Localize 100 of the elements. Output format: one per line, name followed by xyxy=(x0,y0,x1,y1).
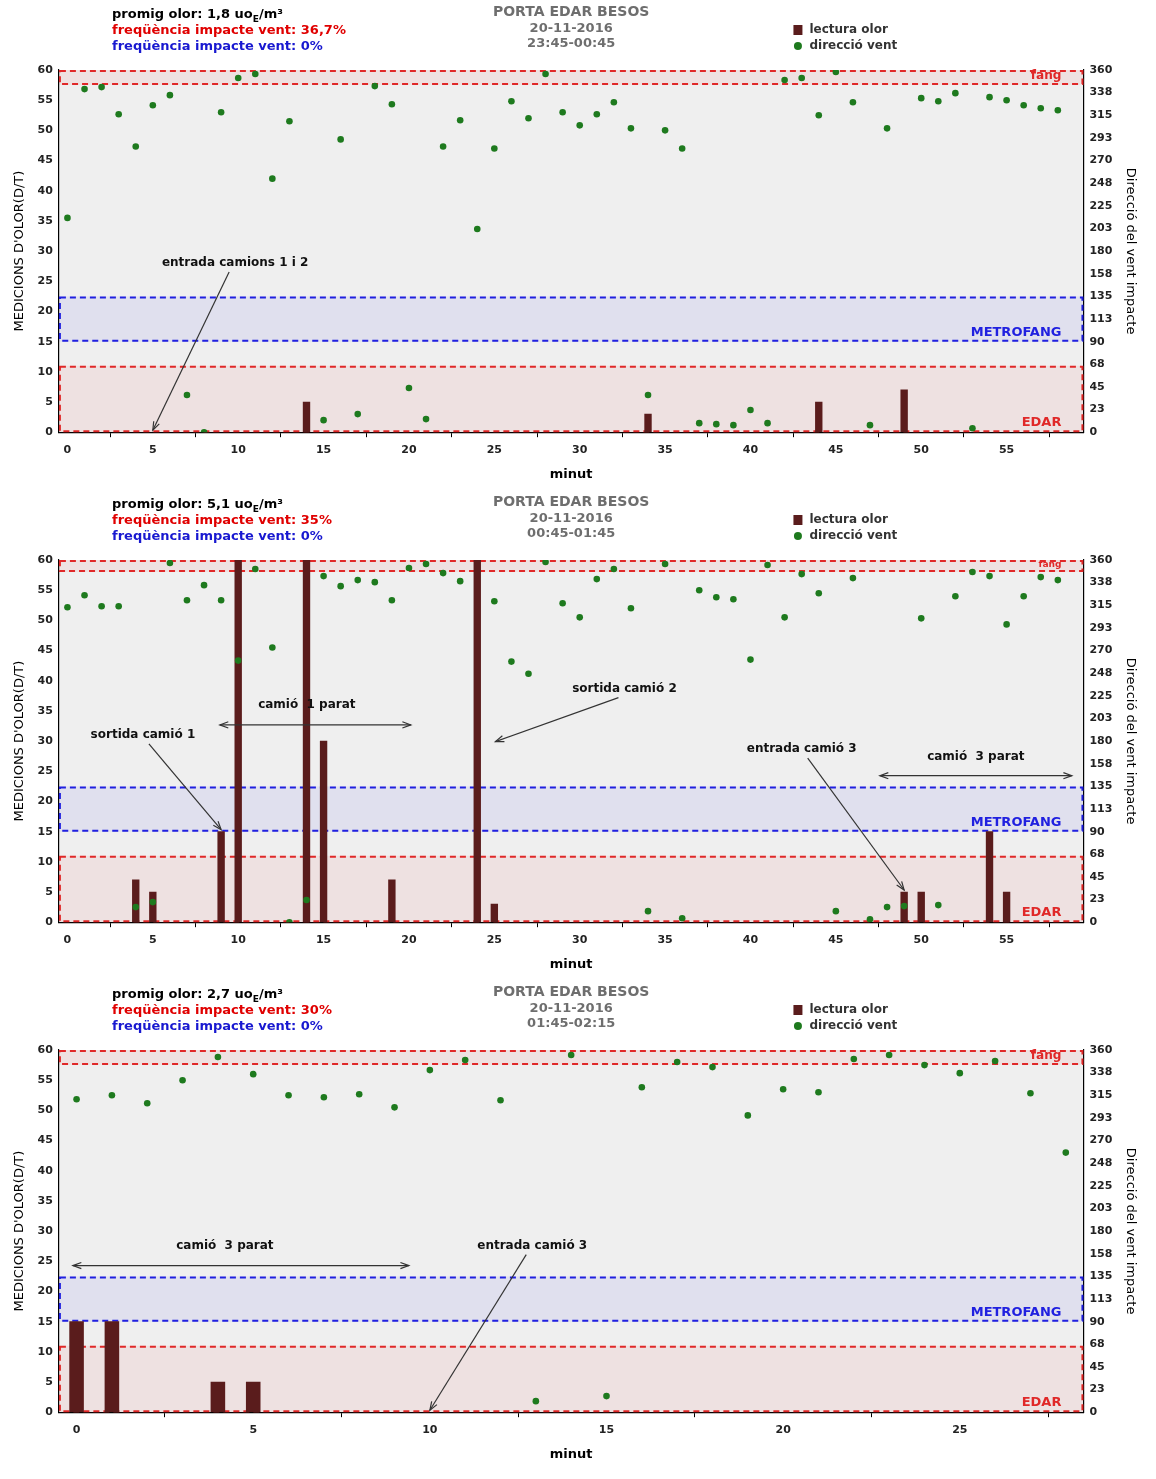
y2-tick-label: 360 xyxy=(1089,1042,1113,1056)
point xyxy=(1020,592,1027,600)
point xyxy=(532,1397,540,1405)
point xyxy=(866,915,874,923)
point xyxy=(1037,573,1045,581)
point xyxy=(900,902,908,910)
bar xyxy=(473,560,481,923)
point xyxy=(1037,104,1045,112)
point xyxy=(1003,621,1010,628)
point xyxy=(337,136,344,143)
y2-tick-label: 158 xyxy=(1089,266,1113,280)
point xyxy=(183,596,191,604)
point xyxy=(815,1088,822,1096)
x-tick-label: 25 xyxy=(486,932,502,946)
point xyxy=(952,89,959,97)
y2-tick-label: 135 xyxy=(1089,289,1113,303)
point xyxy=(593,110,601,118)
point xyxy=(64,603,71,611)
y-tick-label: 40 xyxy=(37,183,54,197)
y-tick-label: 20 xyxy=(37,794,54,808)
y-axis-title: MEDICIONS D'OLOR(D/T) xyxy=(11,660,27,822)
point xyxy=(115,110,122,118)
point xyxy=(849,98,857,106)
x-tick-label: 20 xyxy=(775,1422,792,1436)
point xyxy=(508,97,515,105)
x-axis-title: minut xyxy=(549,955,593,971)
y2-tick-label: 113 xyxy=(1089,801,1113,815)
point xyxy=(661,127,669,134)
bar xyxy=(302,401,311,433)
point xyxy=(627,125,635,132)
x-tick-label: 35 xyxy=(657,932,673,946)
point xyxy=(661,560,669,568)
point xyxy=(952,592,959,600)
bar xyxy=(388,879,396,923)
annotation: camió 3 parat xyxy=(176,1237,274,1252)
bar xyxy=(985,831,994,923)
point xyxy=(422,415,430,423)
x-tick-label: 5 xyxy=(148,442,157,456)
x-tick-label: 35 xyxy=(657,442,673,456)
y-tick-label: 20 xyxy=(37,1284,54,1298)
x-tick-label: 45 xyxy=(828,442,844,456)
x-tick-label: 5 xyxy=(249,1422,258,1436)
point xyxy=(286,118,293,125)
y-tick-label: 30 xyxy=(37,1223,54,1237)
point xyxy=(709,1063,716,1071)
y2-tick-label: 45 xyxy=(1089,869,1105,883)
y2-tick-label: 45 xyxy=(1089,379,1105,393)
chart-title: PORTA EDAR BESOS xyxy=(492,3,650,19)
y-tick-label: 30 xyxy=(37,733,54,747)
point xyxy=(200,581,208,589)
y2-tick-label: 270 xyxy=(1089,153,1113,167)
point xyxy=(149,898,157,906)
band-label: fang xyxy=(1030,1048,1062,1063)
x-tick-label: 50 xyxy=(913,932,930,946)
point xyxy=(405,564,413,572)
point xyxy=(986,572,993,580)
y2-tick-label: 0 xyxy=(1089,425,1098,439)
y2-tick-label: 203 xyxy=(1089,1201,1113,1215)
annotation: entrada camions 1 i 2 xyxy=(161,255,309,270)
y2-tick-label: 0 xyxy=(1089,915,1098,929)
x-tick-label: 30 xyxy=(572,932,588,946)
x-tick-label: 25 xyxy=(486,442,502,456)
y2-tick-label: 270 xyxy=(1089,643,1113,657)
point xyxy=(426,1066,434,1074)
y2-tick-label: 248 xyxy=(1089,176,1113,190)
point xyxy=(673,1058,681,1066)
point xyxy=(337,582,344,590)
y-tick-label: 0 xyxy=(45,1405,54,1419)
y2-tick-label: 180 xyxy=(1089,733,1113,747)
legend-label: direcció vent xyxy=(809,1018,898,1033)
y-tick-label: 15 xyxy=(37,1314,53,1328)
x-tick-label: 50 xyxy=(913,442,930,456)
bar xyxy=(917,891,925,923)
point xyxy=(883,125,891,132)
bar xyxy=(319,740,328,923)
point xyxy=(1020,101,1027,109)
point xyxy=(559,108,566,116)
y-tick-label: 10 xyxy=(37,364,54,378)
point xyxy=(850,1055,858,1063)
x-tick-label: 15 xyxy=(315,442,332,456)
point xyxy=(644,907,652,915)
band-label: METROFANG xyxy=(970,1303,1062,1319)
point xyxy=(388,100,396,108)
y2-tick-label: 360 xyxy=(1089,62,1113,76)
point xyxy=(764,419,771,427)
x-tick-label: 10 xyxy=(422,1422,438,1436)
point xyxy=(143,1100,151,1107)
point xyxy=(747,406,754,414)
point xyxy=(678,914,686,922)
band-label: EDAR xyxy=(1021,904,1062,920)
y2-tick-label: 315 xyxy=(1089,108,1113,122)
point xyxy=(610,98,618,106)
bar xyxy=(234,560,242,923)
point xyxy=(593,575,601,583)
x-tick-label: 15 xyxy=(315,932,332,946)
y-tick-label: 0 xyxy=(45,915,54,929)
y-tick-label: 45 xyxy=(37,153,53,167)
y-tick-label: 50 xyxy=(37,1103,54,1117)
point xyxy=(115,602,122,610)
y2-tick-label: 293 xyxy=(1089,130,1113,144)
